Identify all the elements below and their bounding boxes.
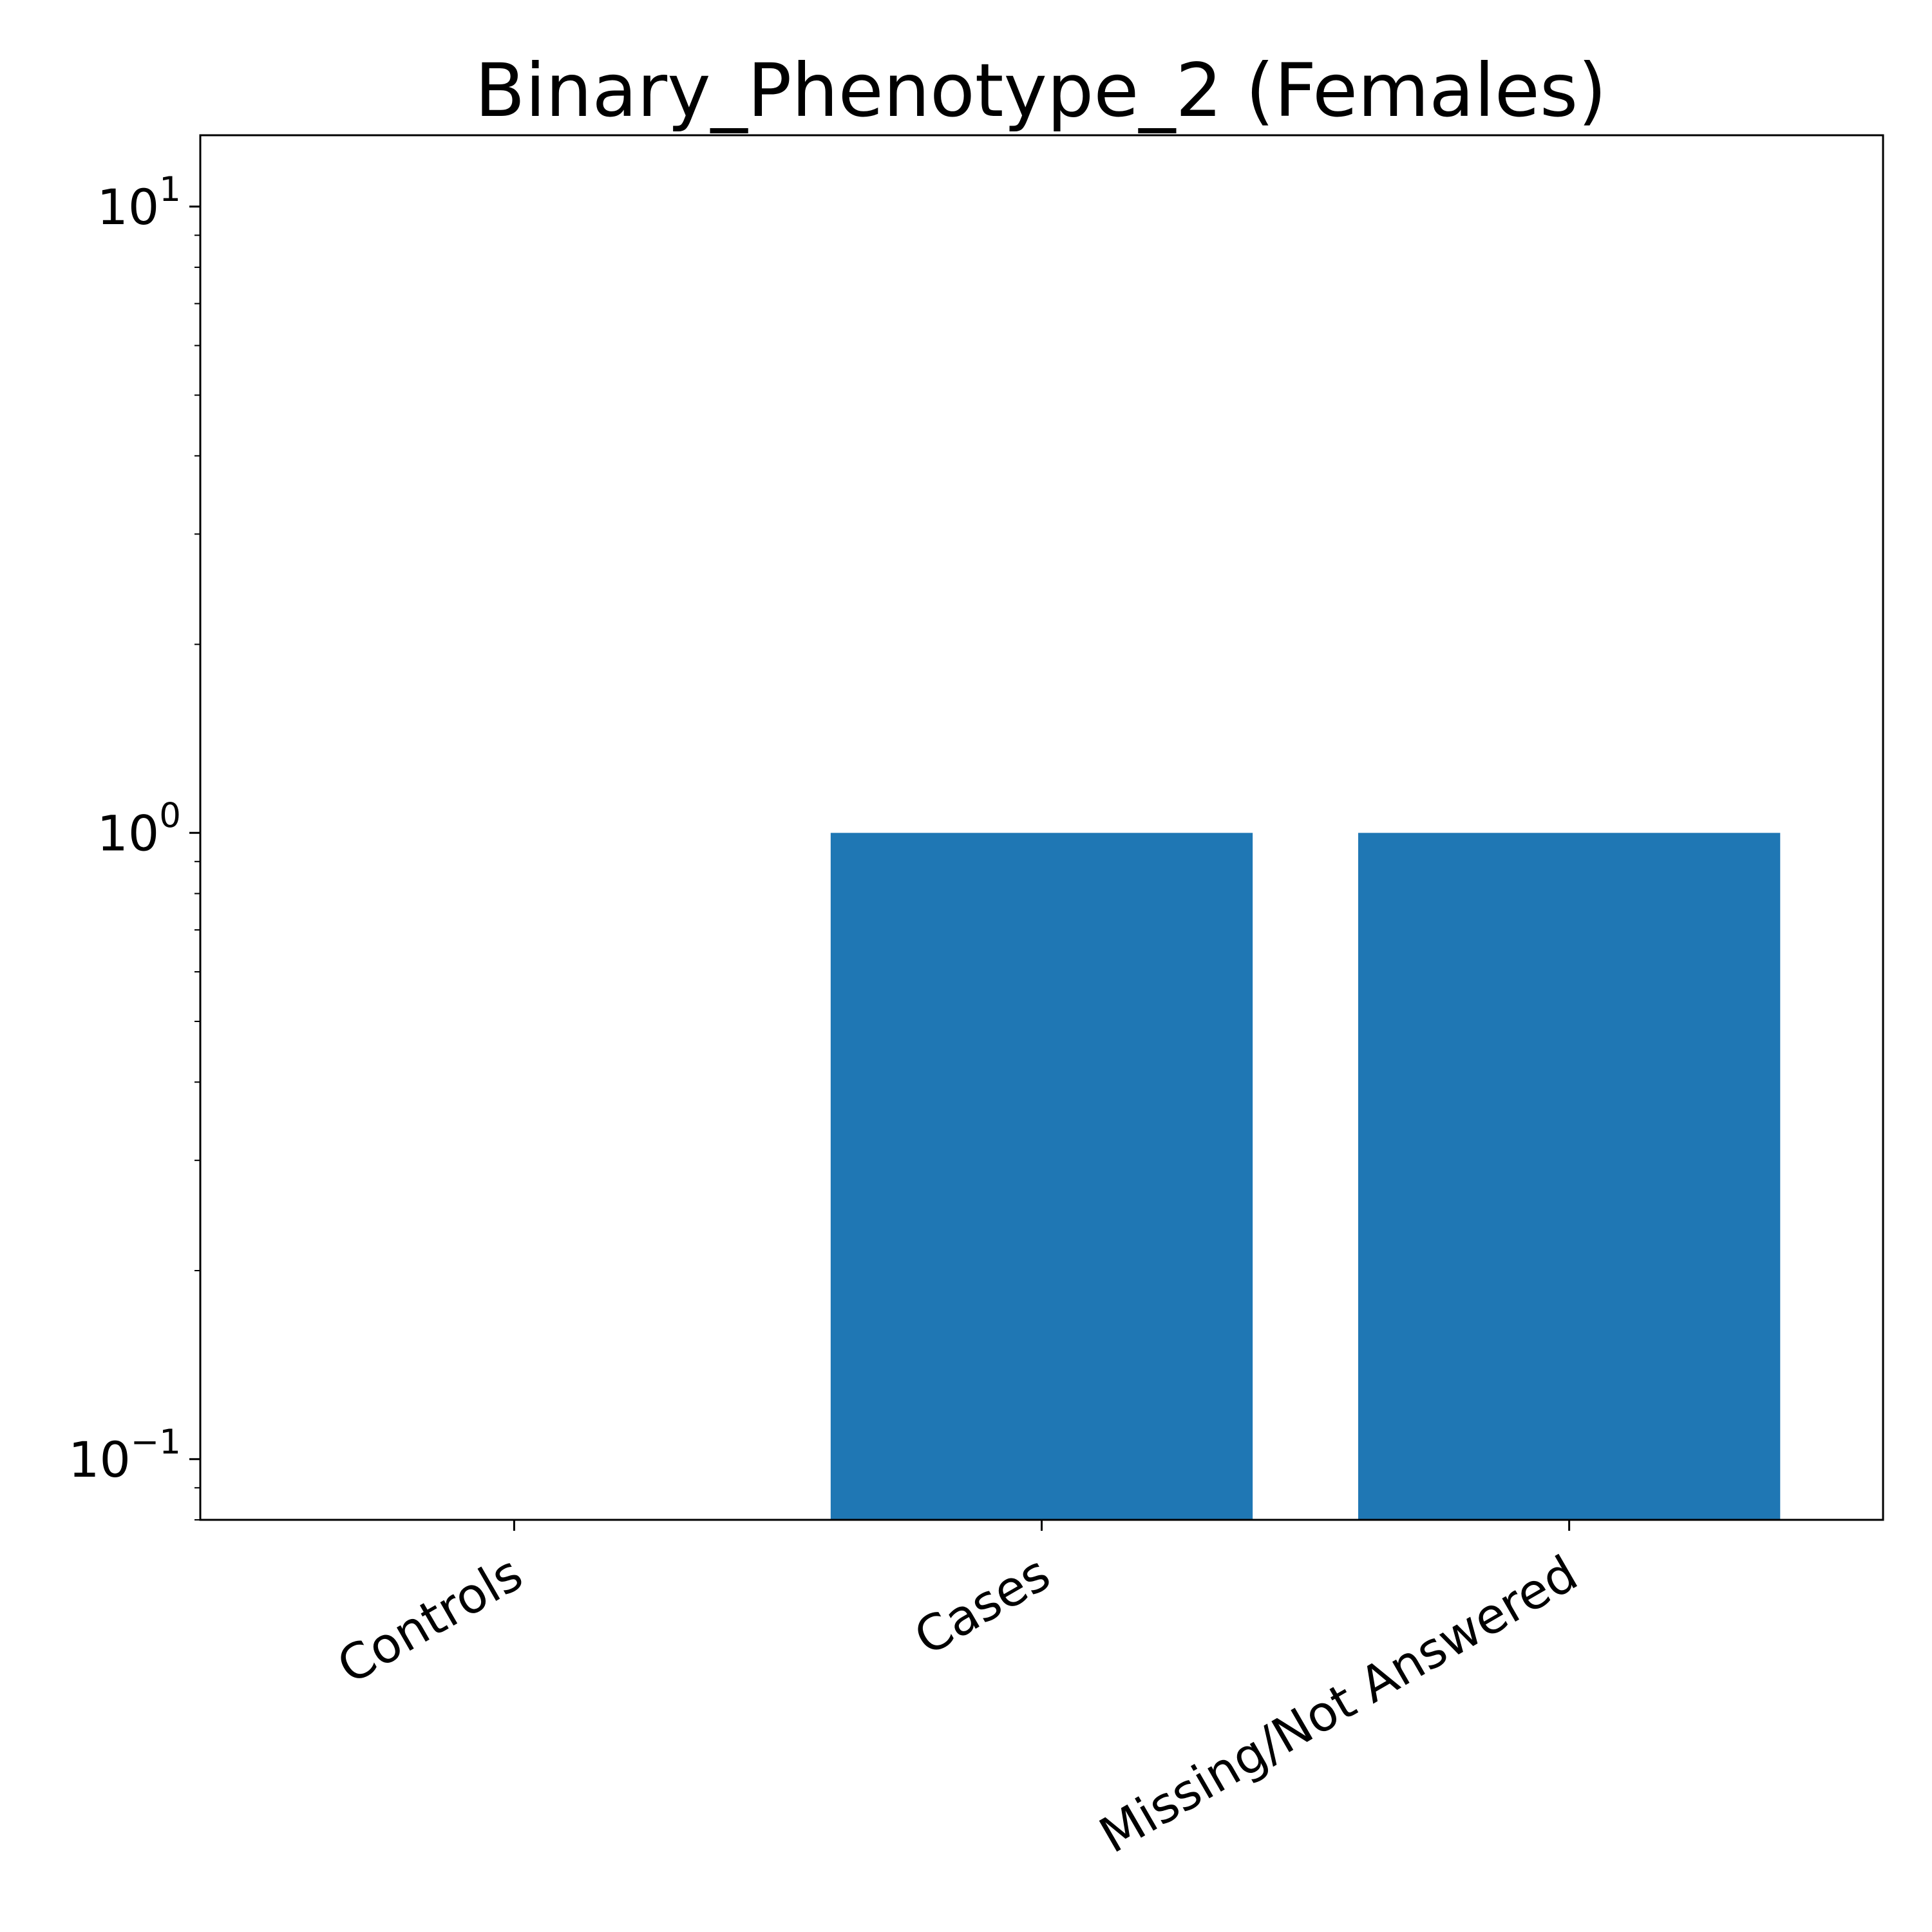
x-tick-label: Cases [905,1544,1059,1667]
y-axis: 10−1 100 101 [68,170,200,1520]
x-tick-label: Missing/Not Answered [1090,1544,1587,1864]
bar-missing-not-answered [1358,833,1781,1520]
y-tick-label: 101 [97,170,181,236]
bars-layer [830,833,1781,1520]
y-tick-label: 100 [97,796,181,862]
chart-title: Binary_Phenotype_2 (Females) [475,48,1606,133]
bar-cases [830,833,1253,1520]
x-axis: Controls Cases Missing/Not Answered [328,1520,1587,1864]
x-tick-label: Controls [328,1544,532,1695]
y-tick-label: 10−1 [68,1423,181,1488]
